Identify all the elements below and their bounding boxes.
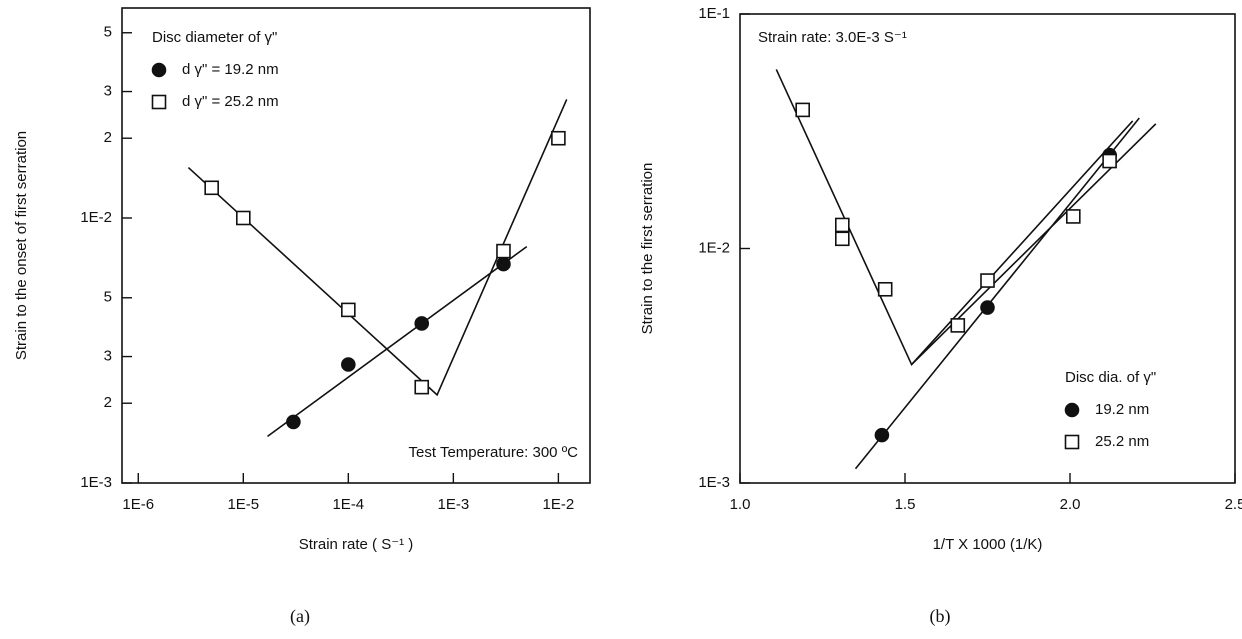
point [1064, 434, 1080, 450]
point [151, 62, 167, 78]
x-axis-title: 1/T X 1000 (1/K) [933, 536, 1043, 553]
fit-line [854, 117, 1140, 470]
point [834, 217, 850, 233]
point [414, 379, 430, 395]
caption: (b) [930, 606, 951, 627]
point [980, 273, 995, 288]
plot-frame [739, 13, 1236, 484]
legend-label: 25.2 nm [1095, 433, 1149, 450]
point [1064, 402, 1080, 418]
x-tick-label: 2.0 [1060, 496, 1081, 513]
legend-label: 19.2 nm [1095, 401, 1149, 418]
point [151, 94, 167, 110]
y-tick-label: 1E-1 [698, 5, 730, 22]
annotation: Strain rate: 3.0E-3 S⁻¹ [758, 29, 907, 46]
x-tick-label: 1E-2 [543, 496, 575, 513]
y-tick-label: 1E-2 [80, 209, 112, 226]
point [834, 231, 850, 247]
y-tick-label: 5 [104, 289, 112, 306]
y-tick-label: 3 [104, 348, 112, 365]
y-tick-label: 3 [104, 83, 112, 100]
y-tick-label: 2 [104, 394, 112, 411]
legend-title: Disc dia. of γ" [1065, 369, 1156, 386]
point [204, 180, 219, 196]
y-axis-title: Strain to the onset of first serration [13, 131, 30, 360]
point [874, 427, 890, 443]
point [950, 318, 966, 333]
x-tick-label: 1.5 [895, 496, 916, 513]
point [877, 281, 893, 297]
chart: 1E-3 2 3 5 1E-2 2 3 5 1E-6 1E-5 1E-4 1E-3 1E-2 Strain… [13, 7, 591, 627]
legend-label: d γ" = 25.2 nm [182, 93, 279, 110]
point [286, 414, 301, 430]
y-tick-label: 1E-3 [698, 474, 730, 491]
x-axis-title: Strain rate ( S⁻¹ ) [299, 536, 414, 553]
y-axis-title: Strain to the first serration [639, 163, 656, 335]
point [1066, 209, 1081, 224]
fit-line [187, 99, 568, 397]
x-tick-label: 1E-4 [332, 496, 364, 513]
x-tick-label: 2.5 [1225, 496, 1242, 513]
point [341, 302, 356, 318]
point [1102, 153, 1117, 169]
x-tick-label: 1E-3 [438, 496, 470, 513]
fit-line [911, 123, 1157, 366]
y-tick-label: 1E-3 [80, 474, 112, 491]
y-tick-label: 5 [104, 24, 112, 41]
caption: (a) [290, 606, 310, 627]
x-tick-label: 1E-5 [227, 496, 259, 513]
point [980, 300, 995, 315]
point [795, 102, 811, 118]
point [496, 256, 511, 272]
point [496, 243, 511, 259]
legend-label: d γ" = 19.2 nm [182, 61, 279, 78]
x-tick-label: 1E-6 [122, 496, 154, 513]
fit-line [267, 245, 528, 437]
chart: 1E-3 1E-2 1E-1 1.0 1.5 2.0 2.5 1/T X 1000 (1/K)… [639, 5, 1242, 627]
x-tick-label: 1.0 [730, 496, 751, 513]
y-tick-label: 2 [104, 129, 112, 146]
plot-frame [121, 7, 591, 484]
legend-title: Disc diameter of γ" [152, 29, 277, 46]
point [341, 357, 356, 372]
point [414, 316, 430, 331]
point [551, 130, 566, 146]
y-tick-label: 1E-2 [698, 239, 730, 256]
point [235, 210, 251, 226]
annotation: Test Temperature: 300 ºC [409, 444, 579, 461]
